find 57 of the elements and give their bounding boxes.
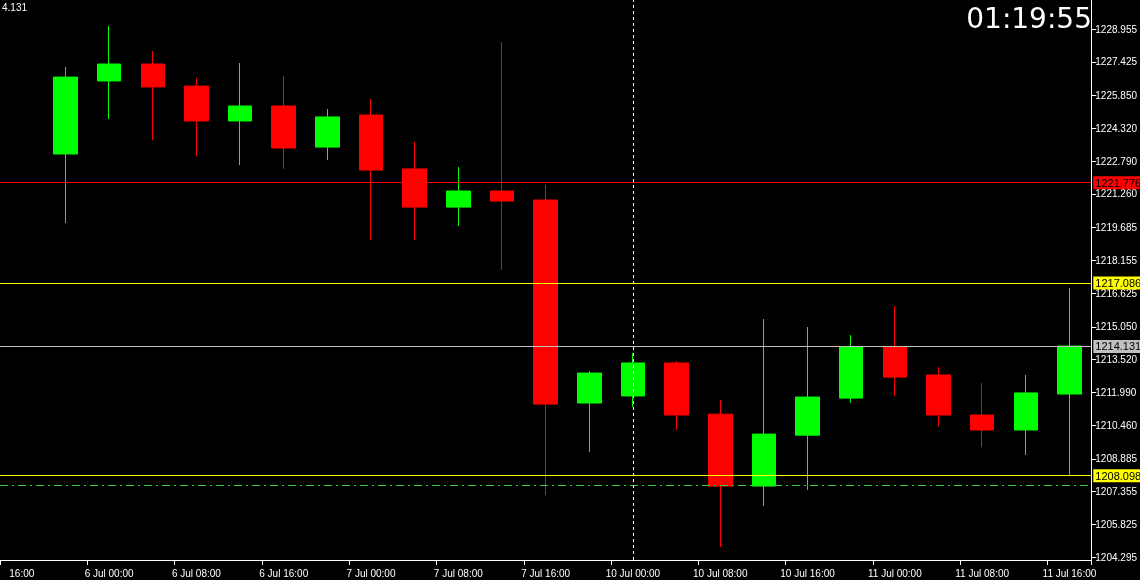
candlestick bbox=[97, 25, 121, 120]
x-tick-label: 6 Jul 08:00 bbox=[171, 567, 222, 579]
candlestick bbox=[839, 334, 863, 404]
candlestick bbox=[1014, 374, 1038, 456]
candlestick bbox=[1057, 287, 1082, 476]
y-tick-label: 1208.885 bbox=[1095, 453, 1138, 465]
y-tick-label: 1218.155 bbox=[1095, 254, 1138, 266]
y-tick-label: 1211.990 bbox=[1095, 386, 1137, 398]
candlestick bbox=[446, 166, 471, 227]
ref-line-label: 1217.086 bbox=[1095, 277, 1140, 290]
ref-line-label: 1214.131 bbox=[1095, 340, 1140, 353]
candlestick bbox=[228, 62, 252, 166]
candlestick bbox=[621, 352, 645, 408]
x-tick-label: 10 Jul 08:00 bbox=[693, 567, 748, 579]
candlestick bbox=[708, 399, 733, 548]
x-tick-label: 10 Jul 16:00 bbox=[780, 567, 836, 579]
candlestick bbox=[752, 318, 776, 507]
y-tick-label: 1219.685 bbox=[1095, 222, 1138, 234]
candlestick bbox=[577, 370, 602, 453]
annotation: 01:19:55 bbox=[966, 1, 1093, 35]
x-tick-label: 11 Jul 08:00 bbox=[955, 567, 1010, 579]
candlestick bbox=[926, 366, 951, 427]
y-tick-label: 1213.520 bbox=[1095, 354, 1138, 366]
y-tick-label: 1224.320 bbox=[1095, 122, 1138, 134]
candlestick bbox=[271, 75, 296, 170]
x-tick-label: 7 Jul 16:00 bbox=[521, 567, 571, 579]
x-tick-label: 6 Jul 16:00 bbox=[259, 567, 309, 579]
candlestick bbox=[970, 382, 994, 448]
ref-line-label: 1221.776 bbox=[1095, 176, 1140, 189]
y-tick-label: 1216.625 bbox=[1095, 287, 1138, 299]
candlestick bbox=[141, 50, 165, 141]
y-tick-label: 1210.460 bbox=[1095, 419, 1138, 431]
annotation: 4.131 bbox=[2, 1, 28, 13]
y-tick-label: 1215.050 bbox=[1095, 321, 1138, 333]
y-tick-label: 1225.850 bbox=[1095, 90, 1138, 102]
y-tick-label: 1204.295 bbox=[1095, 551, 1138, 563]
x-tick-label: 11 Jul 00:00 bbox=[867, 567, 923, 579]
candlestick bbox=[315, 108, 340, 161]
x-tick-label: 16:00 bbox=[9, 567, 35, 579]
candlestick bbox=[883, 305, 907, 397]
y-tick-label: 1228.955 bbox=[1095, 23, 1138, 35]
y-tick-label: 1221.260 bbox=[1095, 188, 1138, 200]
y-tick-label: 1205.825 bbox=[1095, 518, 1138, 530]
y-tick-label: 1207.355 bbox=[1095, 486, 1138, 498]
x-tick-label: 7 Jul 08:00 bbox=[433, 567, 484, 579]
candlestick bbox=[184, 77, 209, 157]
x-tick-label: 11 Jul 16:00 bbox=[1042, 567, 1097, 579]
candlestick bbox=[53, 66, 78, 224]
y-tick-label: 1222.790 bbox=[1095, 155, 1138, 167]
y-tick-label: 1227.425 bbox=[1095, 56, 1138, 68]
x-tick-label: 7 Jul 00:00 bbox=[346, 567, 396, 579]
candlestick bbox=[664, 360, 689, 431]
candlestick bbox=[795, 326, 820, 491]
candlestick bbox=[533, 184, 558, 496]
ref-line-label: 1208.098 bbox=[1095, 469, 1140, 482]
x-tick-label: 10 Jul 00:00 bbox=[605, 567, 661, 579]
x-tick-label: 6 Jul 00:00 bbox=[84, 567, 135, 579]
